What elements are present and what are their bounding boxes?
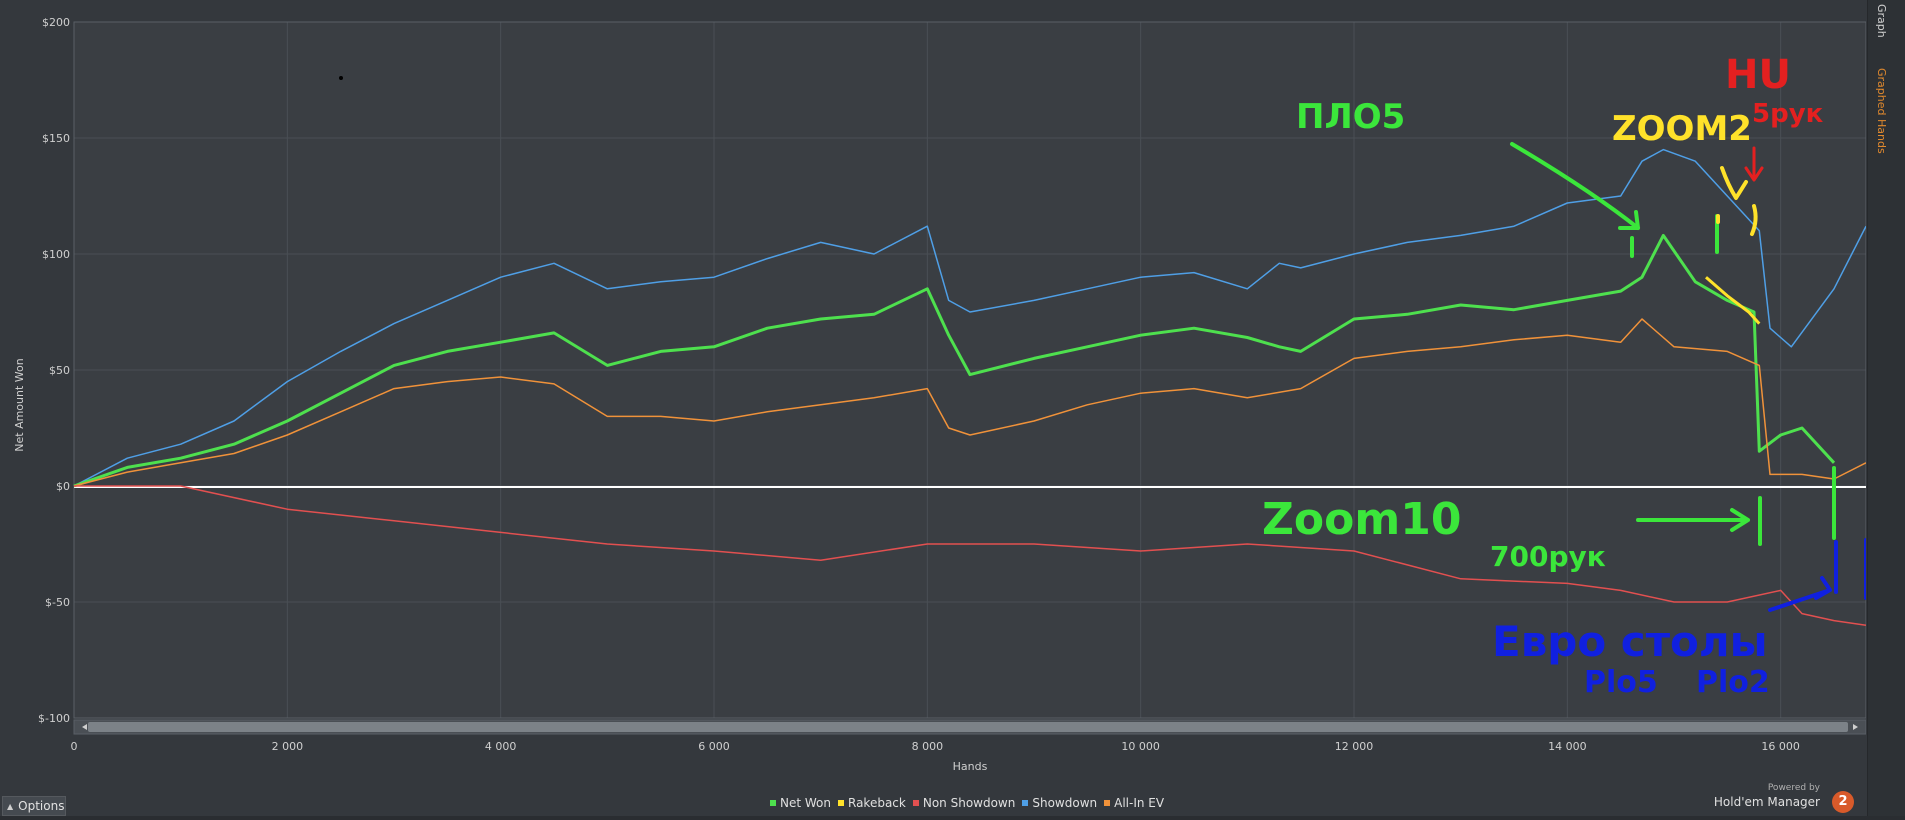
legend-swatch bbox=[912, 800, 919, 806]
scrollbar-thumb[interactable] bbox=[88, 722, 1848, 732]
scroll-right-icon[interactable] bbox=[1853, 724, 1858, 730]
legend-item-non-showdown[interactable]: Non Showdown bbox=[912, 796, 1016, 810]
options-button[interactable]: ▲ Options bbox=[2, 796, 66, 816]
x-tick-label: 6 000 bbox=[698, 740, 730, 753]
legend-label: Rakeback bbox=[848, 796, 906, 810]
legend-swatch bbox=[838, 800, 844, 806]
bottom-border bbox=[0, 816, 1905, 820]
y-tick-label: $-50 bbox=[45, 596, 70, 609]
annotation-texts: ПЛО5 ZOOM2 HU 5рук Zoom10 700рук Евро ст… bbox=[1262, 52, 1824, 700]
legend-item-all-in-ev[interactable]: All-In EV bbox=[1104, 796, 1164, 810]
annotation-plo5: Plo5 bbox=[1584, 665, 1658, 700]
green-arrow-pl05 bbox=[1510, 142, 1640, 230]
chart-legend: Net Won Rakeback Non Showdown Showdown A… bbox=[770, 796, 1164, 810]
green-arrow-zoom10 bbox=[1636, 508, 1750, 532]
x-tick-label: 8 000 bbox=[912, 740, 944, 753]
x-axis-label: Hands bbox=[953, 760, 988, 773]
black-dot bbox=[339, 76, 343, 80]
y-tick-label: $150 bbox=[42, 132, 70, 145]
options-label: Options bbox=[18, 799, 65, 813]
y-tick-label: $100 bbox=[42, 248, 70, 261]
annotation-zoom10-hands: 700рук bbox=[1490, 540, 1606, 573]
legend-swatch bbox=[1022, 800, 1029, 806]
series-line-non-showdown bbox=[74, 485, 1866, 626]
legend-item-rakeback[interactable]: Rakeback bbox=[838, 796, 906, 810]
legend-item-net-won[interactable]: Net Won bbox=[770, 796, 831, 810]
y-tick-label: $50 bbox=[49, 364, 70, 377]
right-sidebar: Graph Graphed Hands bbox=[1867, 0, 1905, 820]
x-tick-label: 2 000 bbox=[272, 740, 304, 753]
chart-area: $200 $150 $100 $50 $0 $-50 $-100 0 2 000 4 000 6 … bbox=[13, 16, 1866, 773]
y-axis-ticks: $200 $150 $100 $50 $0 $-50 $-100 bbox=[38, 16, 70, 725]
legend-label: All-In EV bbox=[1114, 796, 1165, 810]
x-tick-label: 12 000 bbox=[1335, 740, 1374, 753]
plot-border bbox=[73, 21, 1866, 719]
y-tick-label: $200 bbox=[42, 16, 70, 29]
annotation-plo2: Plo2 bbox=[1696, 665, 1770, 700]
hand-drawn-annotations bbox=[1510, 142, 1866, 612]
series-line-all-in-ev bbox=[73, 318, 1866, 487]
tab-graphed-hands[interactable]: Graphed Hands bbox=[1875, 68, 1888, 154]
x-tick-label: 16 000 bbox=[1761, 740, 1800, 753]
x-tick-label: 4 000 bbox=[485, 740, 517, 753]
y-axis-label: Net Amount Won bbox=[13, 358, 26, 451]
series-line-showdown bbox=[73, 148, 1866, 487]
green-arrow-head-pl05 bbox=[1618, 210, 1640, 230]
yellow-tick bbox=[1716, 204, 1758, 236]
annotation-zoom2: ZOOM2 bbox=[1612, 109, 1752, 149]
legend-swatch bbox=[1104, 800, 1111, 806]
red-arrow bbox=[1744, 146, 1764, 182]
legend-swatch bbox=[770, 800, 776, 806]
blue-arrow bbox=[1768, 576, 1832, 612]
series-line-rakeback bbox=[1705, 276, 1761, 325]
annotation-euro-tables: Евро столы bbox=[1492, 617, 1768, 666]
legend-label: Showdown bbox=[1032, 796, 1098, 810]
scroll-left-icon[interactable] bbox=[82, 724, 87, 730]
legend-item-showdown[interactable]: Showdown bbox=[1022, 796, 1097, 810]
series-line-net-won bbox=[73, 233, 1836, 488]
annotation-hu: HU bbox=[1725, 52, 1791, 98]
series-group bbox=[73, 148, 1866, 626]
y-tick-label: $-100 bbox=[38, 712, 70, 725]
legend-label: Non Showdown bbox=[922, 796, 1016, 810]
yellow-arrow bbox=[1720, 166, 1748, 200]
x-tick-label: 0 bbox=[71, 740, 78, 753]
brand-badge-icon: 2 bbox=[1832, 791, 1854, 813]
annotation-pl05: ПЛО5 bbox=[1296, 97, 1405, 137]
brand-logo: Powered by Hold'em Manager 2 bbox=[1714, 783, 1854, 813]
y-tick-label: $0 bbox=[56, 480, 70, 493]
legend-label: Net Won bbox=[780, 796, 831, 810]
tab-graph[interactable]: Graph bbox=[1875, 4, 1888, 38]
x-axis-ticks: 0 2 000 4 000 6 000 8 000 10 000 12 000 14 000 1… bbox=[71, 740, 1800, 753]
powered-by-text: Powered by bbox=[1767, 783, 1820, 793]
brand-name: Hold'em Manager bbox=[1713, 795, 1820, 809]
chevron-up-icon: ▲ bbox=[7, 801, 14, 811]
x-tick-label: 14 000 bbox=[1548, 740, 1587, 753]
x-tick-label: 10 000 bbox=[1121, 740, 1160, 753]
grid bbox=[73, 21, 1866, 719]
annotation-zoom10: Zoom10 bbox=[1262, 494, 1461, 545]
annotation-hu-hands: 5рук bbox=[1752, 99, 1824, 129]
